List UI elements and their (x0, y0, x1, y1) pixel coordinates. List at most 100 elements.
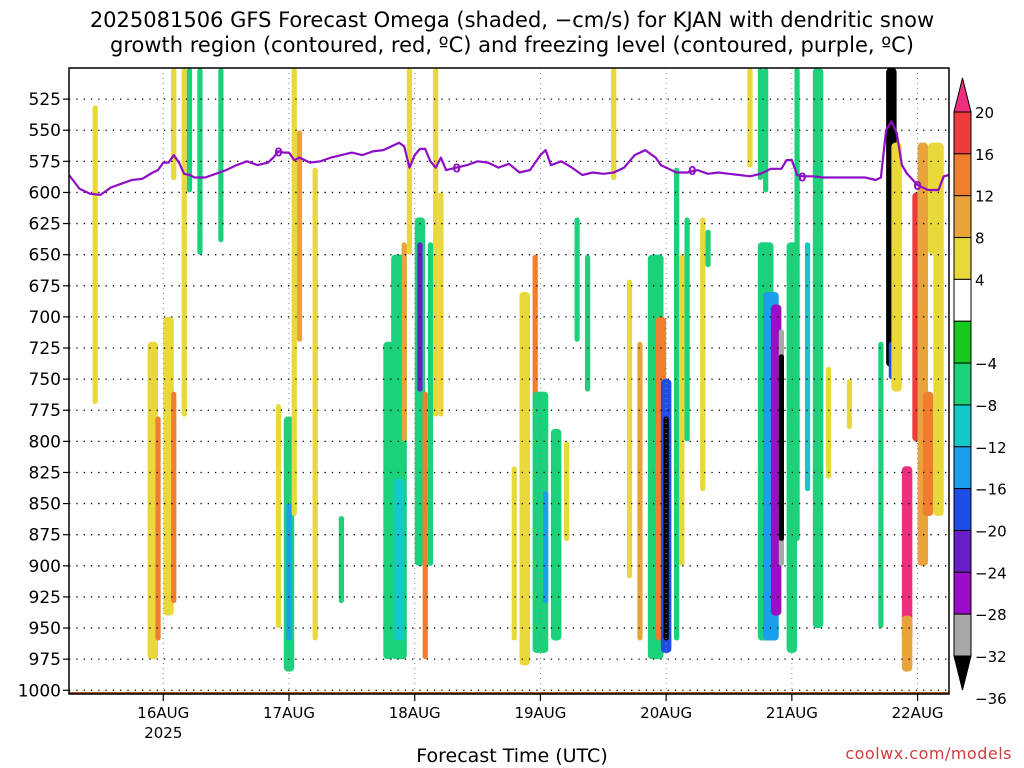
omega-cell-35 (574, 217, 580, 342)
omega-cell-34 (564, 441, 570, 541)
x-tick-label-16AUG: 16AUG (137, 704, 189, 722)
omega-cell-32 (543, 491, 549, 604)
x-tick-label-21AUG: 21AUG (766, 704, 818, 722)
colorbar-box-3 (953, 237, 972, 280)
y-tick-label-550: 550 (29, 121, 61, 141)
freezing-level-label-4: 0 (913, 179, 921, 193)
omega-cell-66 (891, 142, 902, 392)
colorbar-label-2: 12 (975, 188, 994, 206)
omega-cell-14 (296, 130, 303, 342)
y-tick-label-825: 825 (29, 463, 61, 483)
y-tick-label-525: 525 (29, 90, 61, 110)
x-tick-label-20AUG: 20AUG (640, 704, 692, 722)
omega-cell-30 (532, 254, 538, 429)
omega-cell-65 (878, 341, 884, 629)
omega-cell-39 (637, 341, 643, 641)
omega-cell-73 (933, 142, 944, 517)
y-tick-label-675: 675 (29, 277, 61, 297)
omega-cell-25 (427, 242, 434, 566)
y-tick-label-900: 900 (29, 557, 61, 577)
x-tick-label-19AUG: 19AUG (514, 704, 566, 722)
omega-cell-28 (511, 466, 517, 641)
omega-cell-26 (433, 68, 439, 417)
omega-cell-27 (438, 192, 444, 417)
omega-cell-47 (700, 217, 706, 492)
omega-cell-10 (275, 404, 282, 629)
y-tick-label-600: 600 (29, 183, 61, 203)
freezing-level-line (68, 120, 950, 196)
omega-cell-7 (186, 68, 193, 193)
y-tick-label-750: 750 (29, 370, 61, 390)
omega-cell-6 (181, 68, 187, 417)
colorbar-label-10: −24 (975, 564, 1007, 582)
y-tick-label-975: 975 (29, 650, 61, 670)
chart-title-line-1: 2025081506 GFS Forecast Omega (shaded, −… (89, 8, 935, 32)
colorbar-box-5 (953, 320, 972, 364)
omega-cell-67 (901, 466, 913, 641)
colorbar-label-6: −8 (975, 397, 997, 415)
colorbar-label-9: −20 (975, 522, 1007, 540)
x-tick-sublabel: 2025 (144, 724, 182, 742)
freezing-level-label-1: 0 (452, 162, 460, 176)
chart-title-line-2: growth region (contoured, red, ºC) and f… (110, 33, 914, 57)
freezing-level-label-3: 0 (798, 170, 806, 184)
y-tick-label-950: 950 (29, 619, 61, 639)
omega-cell-59 (804, 242, 811, 492)
omega-cell-8 (197, 68, 203, 255)
surface-ground (69, 692, 949, 694)
freezing-level-label-2: 0 (688, 164, 696, 178)
y-tick-label-625: 625 (29, 215, 61, 235)
omega-cell-5 (171, 68, 177, 181)
omega-cell-2 (155, 416, 161, 641)
credit-text: coolwx.com/models (845, 744, 1012, 763)
omega-cell-49 (747, 68, 753, 168)
omega-cell-0 (92, 105, 98, 405)
omega-cell-56 (778, 354, 784, 541)
colorbar-box-12 (953, 613, 972, 657)
colorbar-box-4 (953, 278, 972, 322)
colorbar-box-2 (953, 195, 972, 239)
omega-cell-61 (825, 366, 832, 479)
omega-cell-36 (584, 254, 591, 392)
omega-cell-51 (763, 68, 769, 193)
omega-cell-38 (626, 279, 633, 579)
omega-cell-4 (171, 391, 177, 604)
omega-cell-60 (812, 68, 824, 629)
colorbar-label-5: −4 (975, 355, 997, 373)
y-tick-label-700: 700 (29, 308, 61, 328)
colorbar-box-8 (953, 446, 972, 490)
omega-cell-29 (519, 292, 530, 666)
omega-cell-24 (422, 391, 428, 660)
colorbar-label-11: −28 (975, 606, 1007, 624)
colorbar-label-12: −32 (975, 648, 1007, 666)
omega-cell-9 (218, 68, 224, 243)
y-tick-label-575: 575 (29, 152, 61, 172)
omega-cell-48 (705, 229, 711, 268)
omega-cell-21 (406, 68, 413, 255)
omega-cell-19 (393, 478, 405, 641)
omega-cell-44 (674, 167, 680, 641)
colorbar-box-6 (953, 362, 972, 406)
colorbar-label-7: −12 (975, 439, 1007, 457)
plot-frame (68, 67, 950, 695)
colorbar-label-4: 4 (975, 271, 985, 289)
y-tick-label-850: 850 (29, 495, 61, 515)
colorbar-label-1: 16 (975, 146, 994, 164)
omega-cell-33 (550, 428, 562, 641)
y-tick-label-650: 650 (29, 246, 61, 266)
colorbar-top-triangle (953, 77, 972, 113)
x-tick-label-22AUG: 22AUG (892, 704, 944, 722)
omega-cell-50 (757, 68, 764, 181)
colorbar-bottom-triangle (953, 655, 972, 691)
omega-cell-68 (901, 615, 913, 672)
y-tick-label-1000: 1000 (18, 681, 61, 701)
x-tick-label-17AUG: 17AUG (263, 704, 315, 722)
y-tick-label-725: 725 (29, 339, 61, 359)
omega-cell-16 (338, 516, 344, 604)
freezing-level-label-0: 0 (274, 145, 282, 159)
omega-cell-71 (922, 391, 934, 517)
omega-cell-37 (611, 68, 617, 181)
omega-cell-62 (846, 379, 853, 429)
colorbar-label-0: 20 (975, 104, 994, 122)
